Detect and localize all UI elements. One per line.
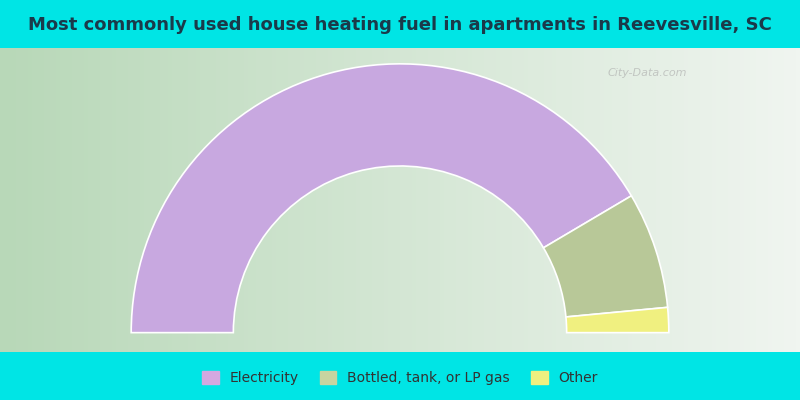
Wedge shape	[131, 64, 631, 333]
Wedge shape	[543, 196, 668, 317]
Text: Most commonly used house heating fuel in apartments in Reevesville, SC: Most commonly used house heating fuel in…	[28, 16, 772, 34]
Text: City-Data.com: City-Data.com	[608, 68, 687, 78]
Legend: Electricity, Bottled, tank, or LP gas, Other: Electricity, Bottled, tank, or LP gas, O…	[195, 364, 605, 392]
Wedge shape	[566, 307, 669, 333]
